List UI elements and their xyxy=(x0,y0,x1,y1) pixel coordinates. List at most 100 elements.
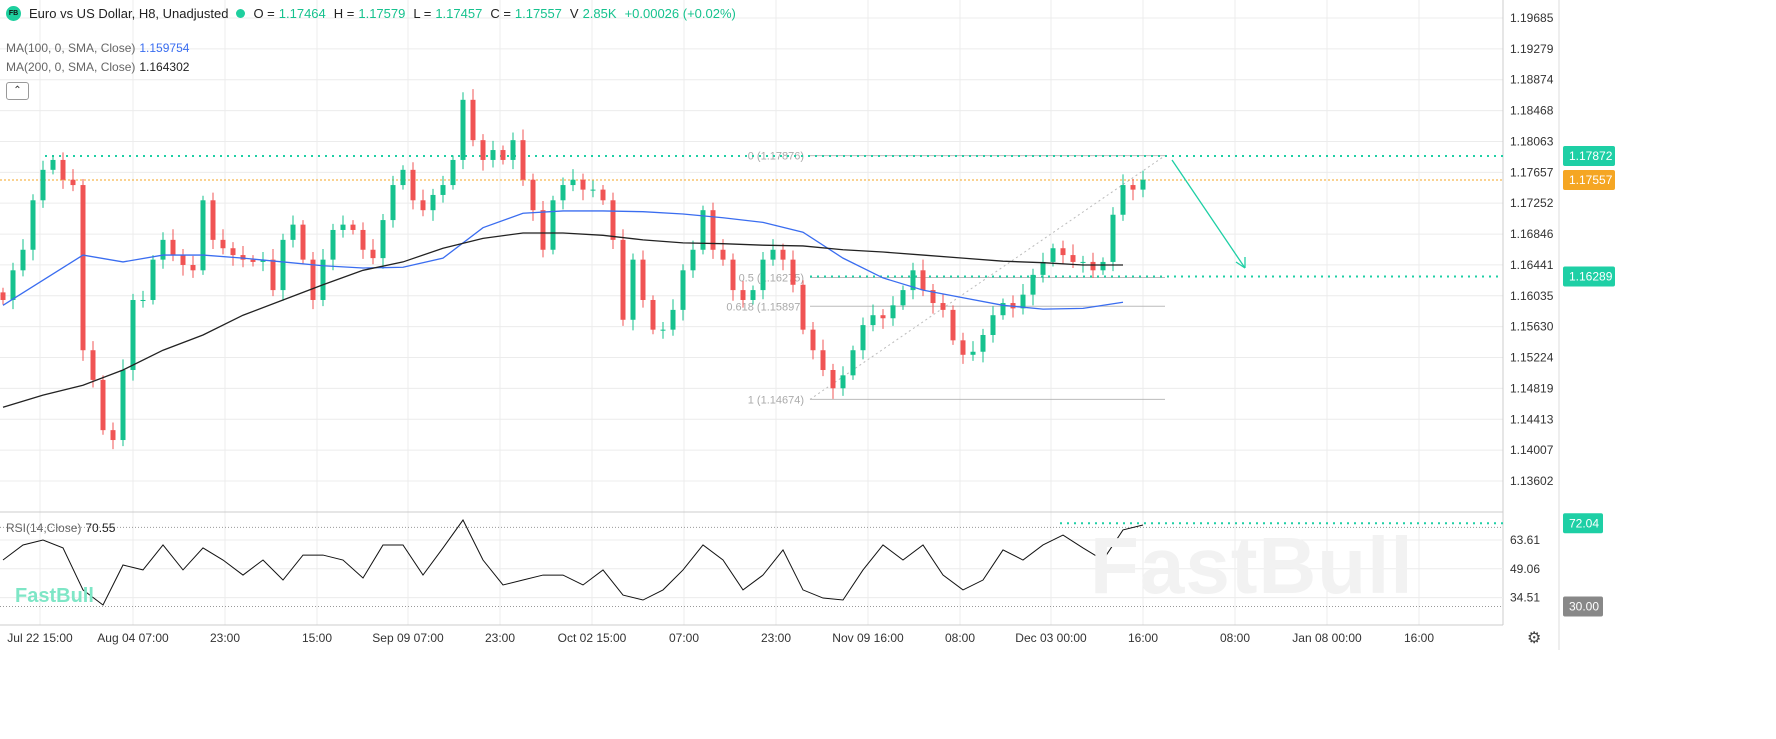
price-tag: 1.17872 xyxy=(1569,149,1613,163)
time-tick-label: Aug 04 07:00 xyxy=(97,631,169,645)
low-value: 1.17457 xyxy=(435,6,483,21)
time-tick-label: 15:00 xyxy=(302,631,332,645)
candle-down xyxy=(470,99,476,141)
candle-up xyxy=(290,224,296,240)
fib-level-label: 0.5 (1.16275) xyxy=(739,273,804,285)
candle-down xyxy=(190,264,196,271)
candle-up xyxy=(980,334,986,352)
candle-up xyxy=(450,159,456,186)
price-tick-label: 1.14819 xyxy=(1510,381,1554,395)
candle-up xyxy=(340,224,346,230)
price-tag: 1.16289 xyxy=(1569,269,1613,283)
ma100-label: MA(100, 0, SMA, Close) xyxy=(6,41,136,55)
time-tick-label: 08:00 xyxy=(1220,631,1250,645)
candle-up xyxy=(590,189,596,191)
candle-up xyxy=(660,329,666,331)
rsi-tick-label: 34.51 xyxy=(1510,591,1540,605)
candle-down xyxy=(720,249,726,260)
candle-down xyxy=(960,340,966,355)
candle-up xyxy=(1050,248,1056,262)
price-tag: 1.17557 xyxy=(1569,173,1613,187)
candle-down xyxy=(610,200,616,240)
candle-down xyxy=(790,259,796,285)
candle-down xyxy=(780,249,786,260)
candle-down xyxy=(810,329,816,351)
symbol-title[interactable]: Euro vs US Dollar, H8, Unadjusted xyxy=(29,6,229,21)
candle-down xyxy=(100,379,106,431)
open-value: 1.17464 xyxy=(278,6,326,21)
candle-down xyxy=(530,179,536,211)
candle-up xyxy=(140,299,146,301)
candle-down xyxy=(830,370,836,389)
volume-value: 2.85K xyxy=(582,6,617,21)
candle-down xyxy=(1060,248,1066,256)
price-tick-label: 1.17657 xyxy=(1510,165,1554,179)
candle-down xyxy=(730,259,736,291)
collapse-legend-button[interactable]: ⌃ xyxy=(6,82,29,100)
ma100-legend[interactable]: MA(100, 0, SMA, Close) 1.159754 xyxy=(6,41,189,55)
candle-up xyxy=(50,159,56,170)
candle-down xyxy=(230,248,236,256)
candle-down xyxy=(80,185,86,351)
candle-down xyxy=(90,350,96,380)
candle-down xyxy=(520,140,526,180)
candle-up xyxy=(850,350,856,376)
candle-down xyxy=(820,350,826,371)
chevron-up-icon: ⌃ xyxy=(13,85,22,96)
candle-down xyxy=(540,210,546,250)
candle-up xyxy=(1020,294,1026,309)
candle-up xyxy=(890,305,896,319)
candle-up xyxy=(570,179,576,186)
watermark: FastBull xyxy=(1090,521,1414,610)
rsi-legend[interactable]: RSI(14,Close) 70.55 xyxy=(6,521,115,535)
candle-down xyxy=(930,290,936,304)
candle-down xyxy=(940,303,946,310)
candle-down xyxy=(70,179,76,186)
price-tick-label: 1.14007 xyxy=(1510,443,1554,457)
candle-up xyxy=(510,140,516,160)
candle-down xyxy=(800,284,806,330)
candle-up xyxy=(390,185,396,221)
candle-up xyxy=(160,239,166,260)
candle-down xyxy=(180,255,186,265)
time-tick-label: Oct 02 15:00 xyxy=(558,631,627,645)
time-tick-label: 23:00 xyxy=(210,631,240,645)
candle-down xyxy=(480,140,486,160)
candle-up xyxy=(1040,261,1046,275)
candle-up xyxy=(330,229,336,260)
candle-up xyxy=(440,185,446,195)
time-tick-label: 23:00 xyxy=(761,631,791,645)
rsi-label: RSI(14,Close) xyxy=(6,521,82,535)
projection-arrow-line xyxy=(1171,159,1246,269)
price-tag-bg xyxy=(1563,145,1615,166)
arrow-head-icon xyxy=(1235,257,1246,269)
candle-down xyxy=(640,259,646,300)
fib-level-label: 0 (1.17876) xyxy=(748,151,804,163)
candle-down xyxy=(250,259,256,262)
candle-down xyxy=(620,239,626,320)
market-status-dot xyxy=(236,9,246,18)
candle-down xyxy=(170,239,176,256)
close-label: C = xyxy=(490,6,511,21)
ma200-legend[interactable]: MA(200, 0, SMA, Close) 1.164302 xyxy=(6,60,189,74)
price-tag-bg xyxy=(1563,266,1615,287)
candle-down xyxy=(950,309,956,341)
time-tick-label: 23:00 xyxy=(485,631,515,645)
settings-gear-icon[interactable]: ⚙ xyxy=(1527,630,1542,647)
candle-down xyxy=(0,292,6,300)
candle-up xyxy=(260,259,266,262)
candle-up xyxy=(320,259,326,300)
ma200-value: 1.164302 xyxy=(139,60,190,74)
rsi-tick-label: 63.61 xyxy=(1510,533,1540,547)
time-tick-label: Sep 09 07:00 xyxy=(372,631,444,645)
candle-down xyxy=(1090,261,1096,271)
candle-down xyxy=(710,210,716,250)
time-tick-label: Jul 22 15:00 xyxy=(7,631,73,645)
candle-up xyxy=(1120,185,1126,215)
ma100-value: 1.159754 xyxy=(139,41,190,55)
candle-up xyxy=(400,169,406,186)
price-tick-label: 1.13602 xyxy=(1510,474,1554,488)
candle-down xyxy=(370,249,376,259)
time-tick-label: 16:00 xyxy=(1404,631,1434,645)
